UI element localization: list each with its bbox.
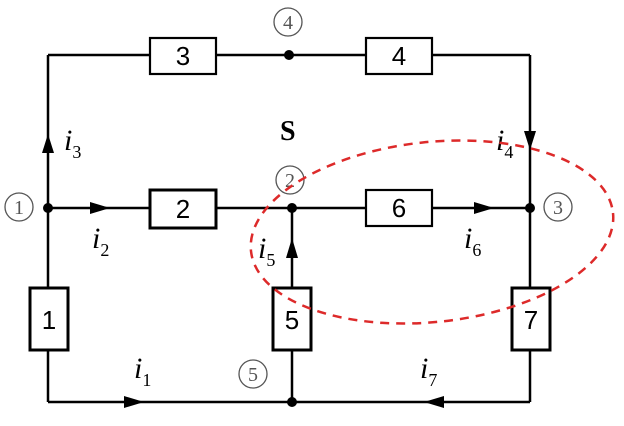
svg-text:2: 2	[285, 170, 295, 192]
element-3-label: 3	[176, 41, 190, 71]
node-label-5: 5	[238, 359, 268, 389]
element-7-label: 7	[524, 305, 538, 335]
element-4: 4	[364, 36, 434, 76]
current-label-i5: i5	[258, 232, 275, 270]
node-3-dot	[525, 203, 535, 213]
node-label-2: 2	[275, 165, 305, 195]
svg-text:1: 1	[14, 197, 24, 219]
node-1-dot	[43, 203, 53, 213]
surface-label: S	[280, 116, 296, 147]
element-4-label: 4	[392, 41, 406, 71]
arrow-i3-up	[42, 134, 54, 153]
element-7: 7	[510, 286, 552, 352]
arrow-i2-right	[90, 202, 110, 214]
node-2-dot	[287, 203, 297, 213]
element-3: 3	[148, 36, 218, 76]
arrow-i5-up	[286, 238, 298, 258]
current-label-i4: i4	[496, 124, 513, 162]
element-2-label: 2	[176, 194, 190, 224]
node-label-3: 3	[543, 192, 573, 222]
node-4-dot	[284, 50, 294, 60]
current-label-i1: i1	[134, 352, 151, 390]
current-label-i7: i7	[420, 352, 437, 390]
node-label-1: 1	[4, 192, 34, 222]
element-5-label: 5	[285, 305, 299, 335]
closed-surface	[249, 139, 615, 325]
element-1-label: 1	[42, 305, 56, 335]
node-label-4: 4	[273, 7, 303, 37]
element-1: 1	[28, 286, 70, 352]
element-2: 2	[148, 188, 218, 230]
arrow-i1-right	[124, 396, 144, 408]
node-5-dot	[287, 397, 297, 407]
current-label-i2: i2	[92, 222, 109, 260]
element-6-label: 6	[392, 193, 406, 223]
element-6: 6	[364, 188, 434, 228]
current-label-i6: i6	[464, 222, 481, 260]
svg-text:3: 3	[553, 197, 563, 219]
svg-text:4: 4	[283, 12, 293, 34]
svg-text:5: 5	[248, 364, 258, 386]
arrow-i6-right	[474, 202, 494, 214]
arrow-i4-down	[524, 131, 536, 150]
arrow-i7-left	[424, 396, 444, 408]
current-label-i3: i3	[64, 124, 81, 162]
element-5: 5	[271, 286, 313, 352]
